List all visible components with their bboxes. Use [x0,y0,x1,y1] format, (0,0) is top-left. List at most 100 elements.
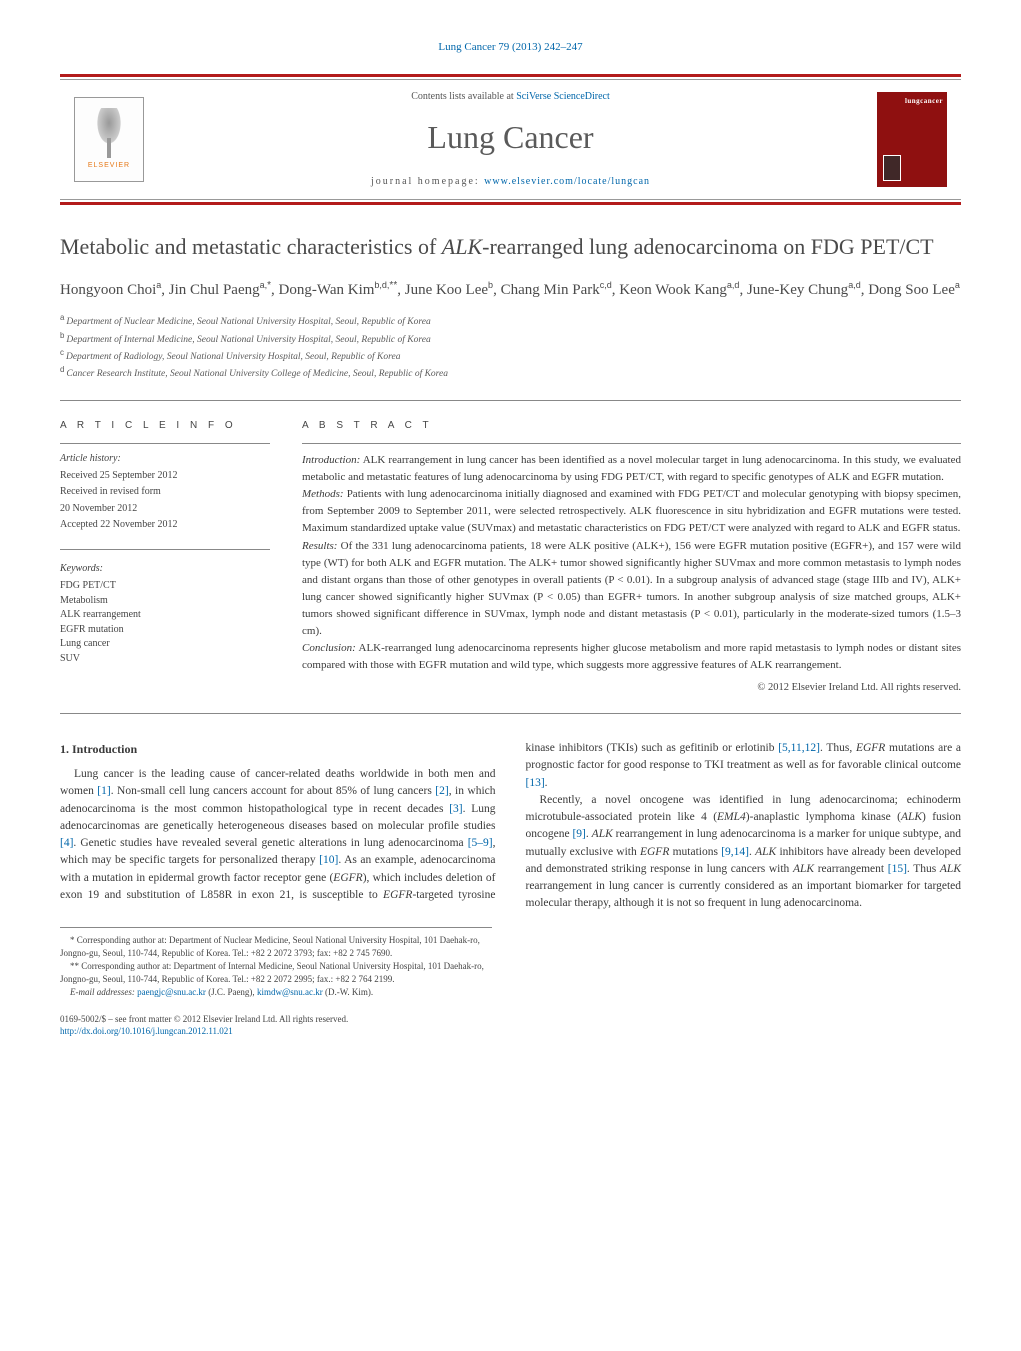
ref-3[interactable]: [3] [449,803,462,815]
running-head-link[interactable]: Lung Cancer 79 (2013) 242–247 [438,41,582,53]
keywords-list: FDG PET/CTMetabolismALK rearrangementEGF… [60,579,270,666]
info-abstract-row: A R T I C L E I N F O Article history: R… [60,401,961,695]
email-label: E-mail addresses: [70,987,137,997]
ref-15[interactable]: [15] [888,863,907,875]
corresponding-footnotes: * Corresponding author at: Department of… [60,927,492,999]
abstract-methods-label: Methods: [302,488,344,500]
email-kim[interactable]: kimdw@snu.ac.kr [257,987,323,997]
abstract-results-label: Results: [302,540,337,552]
title-part1: Metabolic and metastatic characteristics… [60,234,442,259]
author: Hongyoon Choia [60,282,161,298]
doi-block: 0169-5002/$ – see front matter © 2012 El… [60,1013,961,1038]
gene-alk-3: ALK [755,846,776,858]
history-accepted: Accepted 22 November 2012 [60,518,270,533]
article-info-column: A R T I C L E I N F O Article history: R… [60,419,270,695]
running-head: Lung Cancer 79 (2013) 242–247 [60,40,961,56]
ref-2[interactable]: [2] [435,785,448,797]
abstract-results: Of the 331 lung adenocarcinoma patients,… [302,540,961,637]
homepage-line: journal homepage: www.elsevier.com/locat… [144,175,877,190]
article-body: 1. Introduction Lung cancer is the leadi… [60,740,961,913]
abstract-methods: Patients with lung adenocarcinoma initia… [302,488,961,534]
gene-eml4: EML4 [717,811,746,823]
abstract-conclusion-label: Conclusion: [302,642,356,654]
ref-1[interactable]: [1] [97,785,110,797]
rule-below-abstract [60,713,961,714]
author: Jin Chul Paenga,* [169,282,271,298]
affiliation: aDepartment of Nuclear Medicine, Seoul N… [60,312,961,329]
abstract-label: A B S T R A C T [302,419,961,434]
ref-4[interactable]: [4] [60,837,73,849]
keyword: EGFR mutation [60,623,270,638]
cover-title: lungcancer [905,96,943,106]
cover-inset-icon [883,155,901,181]
masthead-inner: ELSEVIER Contents lists available at Sci… [60,79,961,200]
history-received: Received 25 September 2012 [60,469,270,484]
author: Dong-Wan Kimb,d,** [279,282,398,298]
homepage-prefix: journal homepage: [371,176,484,187]
gene-egfr-3: EGFR [856,742,885,754]
rule-info-2 [60,549,270,550]
ref-5-11-12[interactable]: [5,11,12] [778,742,820,754]
history-revised-2: 20 November 2012 [60,502,270,517]
abstract-intro-label: Introduction: [302,454,360,466]
author: Dong Soo Leea [868,282,960,298]
ref-10[interactable]: [10] [319,854,338,866]
email2-who: (D.-W. Kim). [323,987,373,997]
affiliation: bDepartment of Internal Medicine, Seoul … [60,330,961,347]
elsevier-tree-icon [89,108,129,158]
keyword: Lung cancer [60,637,270,652]
front-matter-line: 0169-5002/$ – see front matter © 2012 El… [60,1013,961,1026]
abstract-conclusion: ALK-rearranged lung adenocarcinoma repre… [302,642,961,671]
journal-masthead: ELSEVIER Contents lists available at Sci… [60,74,961,205]
gene-alk-4: ALK [793,863,814,875]
ref-9a[interactable]: [9] [572,828,585,840]
article-title: Metabolic and metastatic characteristics… [60,233,961,262]
gene-alk-1: ALK [901,811,922,823]
author: June Koo Leeb [405,282,493,298]
intro-heading: 1. Introduction [60,740,496,758]
ref-9-14[interactable]: [9,14] [721,846,749,858]
sciencedirect-link[interactable]: SciVerse ScienceDirect [516,91,610,102]
elsevier-logo: ELSEVIER [74,97,144,182]
email-paeng[interactable]: paengjc@snu.ac.kr [137,987,206,997]
gene-alk-2: ALK [592,828,613,840]
author: June-Key Chunga,d [747,282,861,298]
email-line: E-mail addresses: paengjc@snu.ac.kr (J.C… [60,986,492,999]
gene-egfr-4: EGFR [640,846,669,858]
journal-cover-thumb: lungcancer [877,92,947,187]
intro-para-2: Recently, a novel oncogene was identifie… [526,792,962,913]
abstract-body: Introduction: ALK rearrangement in lung … [302,452,961,674]
keyword: Metabolism [60,594,270,609]
corr-1: * Corresponding author at: Department of… [60,934,492,960]
contents-prefix: Contents lists available at [411,91,516,102]
abstract-intro: ALK rearrangement in lung cancer has bee… [302,454,961,483]
article-info-label: A R T I C L E I N F O [60,419,270,434]
history-label: Article history: [60,452,270,467]
keyword: FDG PET/CT [60,579,270,594]
gene-alk-5: ALK [940,863,961,875]
masthead-center: Contents lists available at SciVerse Sci… [144,90,877,189]
author: Chang Min Parkc,d [501,282,612,298]
history-revised-1: Received in revised form [60,485,270,500]
title-italic-gene: ALK [442,234,482,259]
gene-egfr-2: EGFR [383,889,412,901]
affiliation: cDepartment of Radiology, Seoul National… [60,347,961,364]
publisher-name: ELSEVIER [88,161,130,171]
corr-2: ** Corresponding author at: Department o… [60,960,492,986]
author: Keon Wook Kanga,d [619,282,739,298]
homepage-link[interactable]: www.elsevier.com/locate/lungcan [484,176,650,187]
title-part2: -rearranged lung adenocarcinoma on FDG P… [482,234,933,259]
gene-egfr-1: EGFR [333,872,362,884]
email1-who: (J.C. Paeng), [206,987,257,997]
contents-available-line: Contents lists available at SciVerse Sci… [144,90,877,105]
keyword: ALK rearrangement [60,608,270,623]
ref-5-9[interactable]: [5–9] [468,837,493,849]
affiliation: dCancer Research Institute, Seoul Nation… [60,364,961,381]
author-list: Hongyoon Choia, Jin Chul Paenga,*, Dong-… [60,278,961,302]
keywords-label: Keywords: [60,562,270,577]
keyword: SUV [60,652,270,667]
ref-13[interactable]: [13] [526,777,545,789]
abstract-copyright: © 2012 Elsevier Ireland Ltd. All rights … [302,680,961,695]
abstract-column: A B S T R A C T Introduction: ALK rearra… [302,419,961,695]
doi-link[interactable]: http://dx.doi.org/10.1016/j.lungcan.2012… [60,1026,233,1036]
